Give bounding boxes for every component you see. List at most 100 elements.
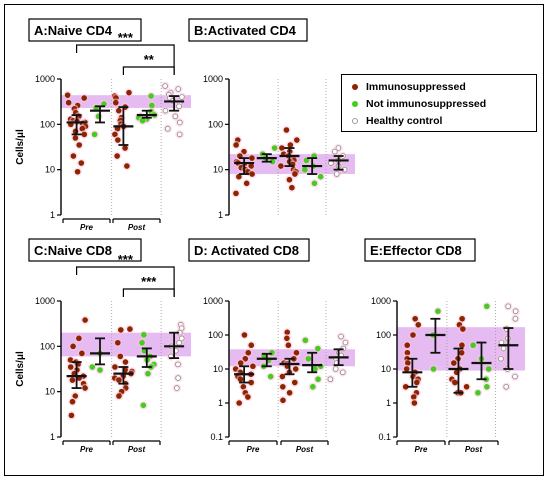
group-label: Pre bbox=[415, 445, 428, 454]
data-point bbox=[114, 153, 120, 159]
data-point bbox=[243, 180, 250, 187]
data-point bbox=[82, 385, 88, 391]
legend-label: Not immunosuppressed bbox=[366, 98, 487, 110]
data-point bbox=[242, 355, 249, 362]
data-point bbox=[278, 163, 284, 169]
legend-item-not-immunosuppressed: Not immunosuppressed bbox=[352, 96, 486, 112]
data-point bbox=[245, 394, 251, 400]
data-point bbox=[124, 163, 130, 169]
data-point bbox=[411, 400, 418, 406]
data-point bbox=[302, 166, 308, 173]
data-point bbox=[237, 376, 244, 383]
data-point bbox=[505, 303, 511, 310]
chart-panel: B:Activated CD4 1 10 100 1000 bbox=[188, 18, 355, 220]
data-point bbox=[149, 102, 155, 109]
y-tick-label: 1 bbox=[218, 210, 223, 220]
data-point bbox=[291, 379, 298, 386]
data-point bbox=[303, 157, 310, 164]
data-point bbox=[498, 355, 504, 362]
data-point bbox=[332, 148, 338, 155]
group-label: Post bbox=[465, 445, 483, 454]
data-point bbox=[312, 366, 318, 372]
data-point bbox=[64, 92, 71, 98]
data-point bbox=[405, 360, 411, 366]
significance-label: ** bbox=[144, 52, 155, 67]
data-point bbox=[164, 125, 171, 132]
y-tick-label: 100 bbox=[208, 119, 223, 129]
data-point bbox=[76, 142, 82, 148]
panel-title: A:Naive CD4 bbox=[34, 23, 113, 38]
data-point bbox=[404, 349, 411, 356]
data-point bbox=[91, 131, 98, 138]
data-point bbox=[271, 145, 278, 151]
data-point bbox=[176, 103, 182, 110]
data-point bbox=[139, 339, 145, 346]
data-point bbox=[311, 180, 318, 187]
data-point bbox=[413, 379, 420, 386]
data-point bbox=[248, 342, 255, 349]
panel-title: E:Effector CD8 bbox=[370, 243, 462, 258]
data-point bbox=[139, 117, 146, 124]
data-point bbox=[459, 342, 465, 349]
data-point bbox=[338, 333, 344, 340]
legend-marker-immunosuppressed bbox=[352, 84, 358, 90]
data-point bbox=[315, 376, 321, 383]
panel-title-box bbox=[28, 238, 142, 262]
data-point bbox=[67, 364, 74, 370]
data-point bbox=[475, 389, 481, 396]
legend: Immunosuppressed Not immunosuppressed He… bbox=[341, 74, 537, 132]
data-point bbox=[287, 142, 294, 148]
data-point bbox=[483, 303, 490, 310]
y-tick-label: 0.1 bbox=[378, 432, 391, 442]
y-tick-label: 100 bbox=[40, 119, 55, 129]
data-point bbox=[69, 377, 76, 383]
data-point bbox=[65, 99, 72, 106]
data-point bbox=[179, 94, 185, 100]
chart-panel: C:Naive CD8 1 10 100 1000 Cells/μl Pre Post *** *… bbox=[15, 238, 191, 454]
data-point bbox=[237, 360, 244, 366]
data-point bbox=[172, 113, 179, 120]
data-point bbox=[245, 349, 252, 356]
data-point bbox=[97, 367, 103, 373]
data-point bbox=[81, 95, 87, 101]
group-label: Pre bbox=[247, 445, 260, 454]
data-point bbox=[122, 145, 128, 151]
data-point bbox=[78, 160, 85, 166]
data-point bbox=[240, 383, 247, 390]
data-point bbox=[126, 89, 132, 96]
data-point bbox=[79, 350, 85, 357]
data-point bbox=[404, 342, 411, 349]
y-tick-label: 0.1 bbox=[210, 432, 223, 442]
data-point bbox=[248, 379, 254, 386]
data-point bbox=[410, 394, 417, 400]
legend-item-healthy-control: Healthy control bbox=[352, 113, 442, 129]
panel-title: D: Activated CD8 bbox=[194, 243, 299, 258]
significance-label: *** bbox=[118, 30, 134, 45]
data-point bbox=[463, 383, 470, 390]
data-point bbox=[340, 369, 346, 376]
legend-label: Immunosuppressed bbox=[366, 81, 466, 93]
data-point bbox=[141, 331, 147, 338]
data-point bbox=[236, 173, 242, 180]
data-point bbox=[292, 366, 299, 372]
data-point bbox=[452, 379, 458, 386]
y-tick-label: 10 bbox=[213, 165, 223, 175]
data-point bbox=[284, 335, 290, 342]
data-point bbox=[233, 142, 239, 148]
y-tick-label: 1000 bbox=[35, 296, 55, 306]
data-point bbox=[279, 145, 285, 151]
data-point bbox=[174, 385, 180, 391]
data-point bbox=[294, 137, 300, 143]
data-point bbox=[74, 168, 81, 175]
group-label: Pre bbox=[80, 223, 93, 232]
data-point bbox=[503, 383, 510, 390]
data-point bbox=[470, 342, 476, 349]
data-point bbox=[114, 339, 121, 346]
panel-title-box bbox=[364, 238, 476, 262]
y-tick-label: 1000 bbox=[203, 74, 223, 84]
data-point bbox=[70, 343, 76, 350]
data-point bbox=[148, 93, 154, 99]
data-point bbox=[118, 327, 124, 333]
data-point bbox=[512, 373, 518, 380]
